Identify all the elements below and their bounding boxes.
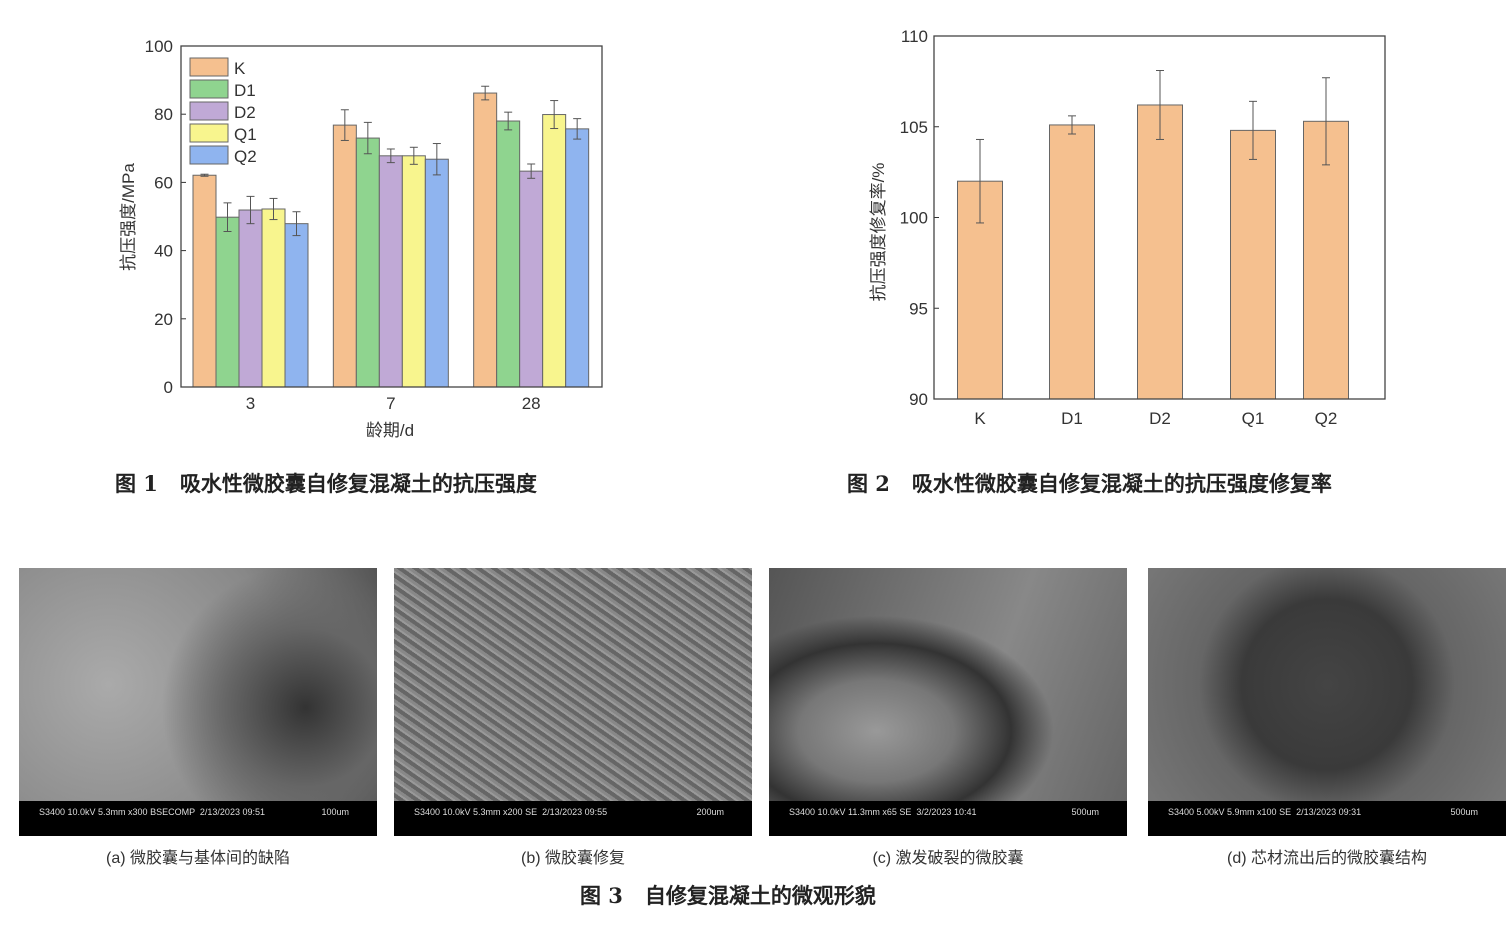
- bar-Q2-3: [284, 223, 309, 388]
- sem-scale: 100um: [321, 807, 349, 817]
- x-axis-label: 龄期/d: [366, 421, 414, 440]
- legend-label-Q1: Q1: [234, 125, 257, 144]
- legend-swatch-D2: [189, 101, 229, 121]
- bar-Q2: [1303, 120, 1349, 400]
- y-tick-label: 95: [909, 299, 928, 318]
- bar-K-3: [192, 174, 217, 388]
- bar-Q1-7: [401, 155, 426, 388]
- y-tick-label: 100: [145, 37, 173, 56]
- compressive-strength-chart: 0 20 40 60 80 100 3 7 28 K D1 D2 Q1 Q2 龄期/d 抗压强度/MPa: [119, 37, 603, 440]
- bar-D1-28: [496, 120, 521, 388]
- y-axis-label: 抗压强度修复率/%: [869, 163, 888, 302]
- y-tick-label: 80: [154, 105, 173, 124]
- sem-scale: 500um: [1450, 807, 1478, 817]
- x-tick-label: D1: [1061, 409, 1083, 428]
- legend-label-K: K: [234, 59, 246, 78]
- bar-Q2-28: [565, 128, 590, 388]
- bar-K-7: [332, 124, 357, 388]
- bar-Q1: [1230, 129, 1276, 400]
- x-tick-label: K: [974, 409, 986, 428]
- y-tick-label: 90: [909, 390, 928, 409]
- y-tick-label: 0: [164, 378, 173, 397]
- sem-caption-c: (c) 激发破裂的微胶囊: [872, 850, 1024, 867]
- sem-caption-d: (d) 芯材流出后的微胶囊结构: [1226, 850, 1427, 867]
- sem-caption-a: (a) 微胶囊与基体间的缺陷: [105, 850, 290, 867]
- figure-3-caption: 图 3 自修复混凝土的微观形貌: [580, 883, 876, 908]
- bar-Q2-7: [424, 158, 449, 388]
- bar-K-28: [473, 92, 498, 388]
- x-tick-label: Q2: [1315, 409, 1338, 428]
- bar-Q1-28: [542, 114, 567, 388]
- x-tick-label: D2: [1149, 409, 1171, 428]
- figure-2-caption: 图 2 吸水性微胶囊自修复混凝土的抗压强度修复率: [847, 471, 1332, 496]
- sem-image-c: S3400 10.0kV 11.3mm x65 SE 3/2/2023 10:4…: [769, 568, 1127, 836]
- sem-image-b: S3400 10.0kV 5.3mm x200 SE 2/13/2023 09:…: [394, 568, 752, 836]
- bar-D1-3: [215, 216, 240, 388]
- legend-label-D1: D1: [234, 81, 256, 100]
- sem-meta: S3400 10.0kV 5.3mm x300 BSECOMP 2/13/202…: [39, 807, 265, 817]
- x-tick-label: 3: [246, 394, 255, 413]
- sem-caption-b: (b) 微胶囊修复: [520, 850, 625, 867]
- x-tick-label: 28: [522, 394, 541, 413]
- sem-meta: S3400 10.0kV 5.3mm x200 SE 2/13/2023 09:…: [414, 807, 608, 817]
- legend-swatch-Q1: [189, 123, 229, 143]
- legend-swatch-K: [189, 57, 229, 77]
- y-tick-label: 60: [154, 173, 173, 192]
- sem-image-a: S3400 10.0kV 5.3mm x300 BSECOMP 2/13/202…: [19, 568, 377, 836]
- y-tick-label: 105: [900, 118, 928, 137]
- y-tick-label: 20: [154, 310, 173, 329]
- sem-image-d: S3400 5.00kV 5.9mm x100 SE 2/13/2023 09:…: [1148, 568, 1506, 836]
- sem-scale: 500um: [1071, 807, 1099, 817]
- strength-recovery-rate-chart: 90 95 100 105 110 K D1 D2 Q1 Q2 抗压强度修复率/%: [869, 27, 1386, 428]
- bar-D2: [1137, 104, 1183, 400]
- x-tick-label: Q1: [1242, 409, 1265, 428]
- x-tick-label: 7: [386, 394, 395, 413]
- y-tick-label: 40: [154, 242, 173, 261]
- sem-meta: S3400 5.00kV 5.9mm x100 SE 2/13/2023 09:…: [1168, 807, 1362, 817]
- bar-D2-3: [238, 209, 263, 388]
- y-axis-label: 抗压强度/MPa: [119, 163, 138, 271]
- figure-1-caption: 图 1 吸水性微胶囊自修复混凝土的抗压强度: [115, 471, 537, 496]
- plot-frame: [933, 35, 1386, 400]
- bar-Q1-3: [261, 208, 286, 388]
- bar-D2-7: [378, 155, 403, 388]
- legend-label-D2: D2: [234, 103, 256, 122]
- y-tick-label: 110: [901, 27, 928, 46]
- bar-D1: [1049, 124, 1095, 400]
- legend-swatch-D1: [189, 79, 229, 99]
- legend-swatch-Q2: [189, 145, 229, 165]
- y-tick-label: 100: [900, 209, 928, 228]
- bar-D1-7: [355, 137, 380, 388]
- legend-label-Q2: Q2: [234, 147, 257, 166]
- sem-scale: 200um: [696, 807, 724, 817]
- plot-frame: [180, 45, 603, 388]
- sem-meta: S3400 10.0kV 11.3mm x65 SE 3/2/2023 10:4…: [789, 807, 977, 817]
- bar-D2-28: [519, 170, 544, 388]
